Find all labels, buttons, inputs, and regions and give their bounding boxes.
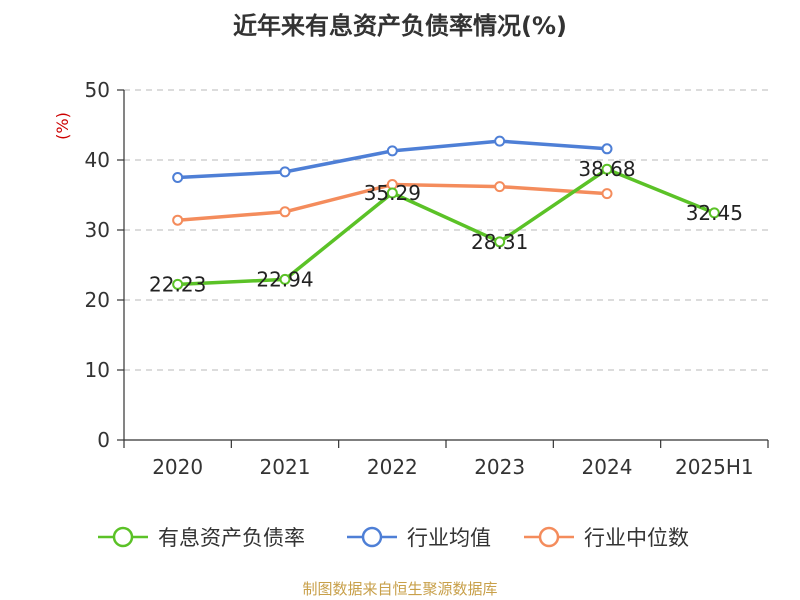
y-axis-unit: (%)	[53, 112, 72, 140]
data-point[interactable]	[386, 187, 398, 199]
legend-label: 行业均值	[407, 526, 491, 550]
x-tick-label: 2024	[582, 455, 633, 479]
grid-lines	[124, 89, 768, 371]
data-point[interactable]	[386, 145, 398, 157]
data-point[interactable]	[279, 166, 291, 178]
legend-marker-icon	[538, 526, 560, 548]
legend-label: 有息资产负债率	[158, 526, 305, 550]
legend-item[interactable]: 有息资产负债率	[98, 526, 305, 550]
data-label: 22.23	[149, 272, 206, 296]
y-tick-label: 40	[85, 148, 110, 172]
y-tick-label: 30	[85, 218, 110, 242]
axes: 0 10 20 30 40 50 2020 2021 2022 2023 2024 2025H1	[85, 78, 769, 479]
data-labels: 22.23 22.94 35.29 28.31 38.68 32.45	[149, 157, 743, 296]
data-label: 38.68	[578, 157, 635, 181]
legend-item[interactable]: 行业均值	[347, 526, 491, 550]
x-tick-label: 2022	[367, 455, 418, 479]
data-point[interactable]	[494, 135, 506, 147]
data-label: 35.29	[364, 181, 421, 205]
data-point[interactable]	[601, 163, 613, 175]
data-point[interactable]	[172, 278, 184, 290]
legend-label: 行业中位数	[584, 526, 689, 550]
data-point[interactable]	[172, 172, 184, 183]
data-point[interactable]	[172, 214, 184, 226]
data-label: 28.31	[471, 230, 528, 254]
x-tick-label: 2020	[152, 455, 203, 479]
legend-marker-icon	[361, 526, 383, 548]
data-point[interactable]	[601, 188, 613, 200]
x-tick-label: 2021	[260, 455, 311, 479]
series-line	[175, 167, 717, 287]
y-tick-label: 50	[85, 78, 110, 102]
data-point[interactable]	[279, 206, 291, 218]
data-label: 22.94	[256, 267, 313, 291]
data-point[interactable]	[494, 181, 506, 193]
legend-item[interactable]: 行业中位数	[524, 526, 689, 550]
data-label: 32.45	[686, 201, 743, 225]
x-tick-label: 2023	[474, 455, 525, 479]
x-tick-label: 2025H1	[675, 455, 754, 479]
legend: 有息资产负债率 行业均值 行业中位数	[98, 526, 689, 550]
y-tick-label: 20	[85, 288, 110, 312]
data-point[interactable]	[494, 236, 506, 248]
data-point[interactable]	[708, 207, 720, 219]
chart-title: 近年来有息资产负债率情况(%)	[233, 12, 567, 40]
series-lines	[172, 135, 720, 290]
source-note: 制图数据来自恒生聚源数据库	[302, 580, 497, 598]
data-point[interactable]	[279, 273, 291, 285]
legend-marker-icon	[112, 526, 134, 548]
y-tick-label: 10	[85, 358, 110, 382]
data-point[interactable]	[601, 143, 613, 155]
y-tick-label: 0	[97, 428, 110, 452]
